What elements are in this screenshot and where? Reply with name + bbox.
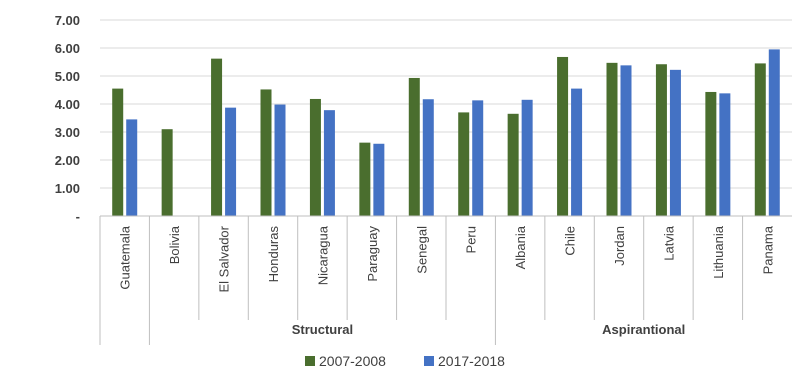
bar-2007-2008-Paraguay (359, 142, 371, 216)
bar-2007-2008-Latvia (655, 64, 667, 217)
category-label: Nicaragua (315, 225, 330, 285)
bar-2017-2018-Albania (521, 99, 533, 216)
y-tick-label: 1.00 (55, 181, 80, 196)
legend-swatch (424, 356, 434, 366)
bar-2007-2008-Albania (507, 113, 519, 216)
category-label: Latvia (661, 225, 676, 260)
bar-2017-2018-Nicaragua (323, 110, 335, 216)
y-tick-label: 7.00 (55, 13, 80, 28)
category-label: Chile (563, 226, 578, 256)
category-label: Guatemala (118, 225, 133, 289)
legend: 2007-2008 2017-2018 (305, 353, 505, 369)
category-label: Bolivia (167, 225, 182, 264)
bar-2017-2018-Honduras (274, 104, 286, 216)
category-label: Senegal (414, 226, 429, 274)
bar-2017-2018-Panama (768, 49, 780, 217)
bar-2007-2008-El Salvador (211, 58, 223, 216)
bar-2017-2018-Guatemala (126, 119, 138, 216)
bar-2007-2008-Nicaragua (309, 98, 321, 216)
category-label: Paraguay (365, 226, 380, 282)
y-tick-label: 4.00 (55, 97, 80, 112)
bar-2007-2008-Lithuania (705, 91, 717, 216)
y-tick-label: - (76, 209, 80, 224)
y-tick-label: 5.00 (55, 69, 80, 84)
axes: - 1.00 2.00 3.00 4.00 5.00 6.00 7.00 Guatemala Bo… (55, 13, 792, 345)
y-tick-label: 6.00 (55, 41, 80, 56)
bar-2007-2008-Panama (754, 63, 766, 217)
bar-2007-2008-Bolivia (161, 129, 173, 216)
bar-2007-2008-Senegal (408, 77, 420, 217)
bar-2017-2018-El Salvador (225, 107, 237, 216)
bar-2017-2018-Paraguay (373, 143, 385, 216)
bar-2017-2018-Peru (472, 100, 484, 216)
bar-2007-2008-Jordan (606, 62, 618, 217)
category-label: Honduras (266, 226, 281, 283)
gridlines (100, 19, 792, 217)
category-label: Albania (513, 225, 528, 269)
legend-swatch (305, 356, 315, 366)
category-label: Peru (464, 226, 479, 253)
category-label: Panama (760, 225, 775, 274)
bar-2007-2008-Peru (458, 112, 470, 216)
legend-label: 2007-2008 (319, 353, 386, 369)
category-label: Lithuania (711, 225, 726, 279)
group-label: Aspirantional (602, 322, 685, 337)
bar-2017-2018-Chile (571, 88, 583, 216)
category-label: El Salvador (217, 225, 232, 292)
bars (112, 49, 780, 217)
y-tick-label: 3.00 (55, 125, 80, 140)
bar-2017-2018-Jordan (620, 65, 632, 216)
bar-2017-2018-Lithuania (719, 93, 731, 216)
category-label: Jordan (612, 226, 627, 266)
bar-2017-2018-Latvia (669, 69, 681, 216)
bar-2007-2008-Chile (557, 56, 569, 217)
legend-label: 2017-2018 (438, 353, 505, 369)
bar-2007-2008-Guatemala (112, 88, 124, 216)
bar-2007-2008-Honduras (260, 89, 272, 216)
y-tick-label: 2.00 (55, 153, 80, 168)
group-label: Structural (292, 322, 353, 337)
bar-2017-2018-Senegal (422, 99, 434, 216)
